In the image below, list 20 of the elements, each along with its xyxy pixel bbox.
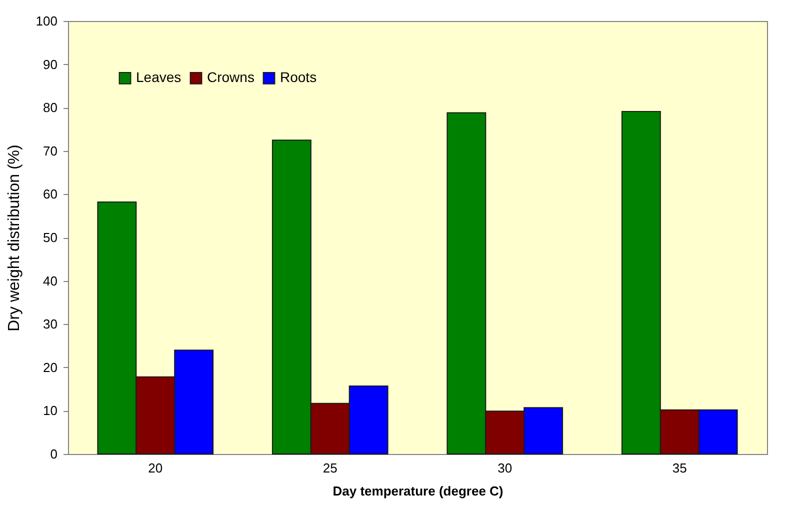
y-tick-label: 60 [43, 186, 58, 202]
y-tick-label: 100 [36, 14, 58, 28]
x-tick-label: 20 [148, 460, 163, 476]
y-tick-label: 40 [43, 273, 58, 288]
y-tick-label: 10 [43, 403, 58, 418]
legend-label: Roots [280, 69, 317, 86]
x-tick-label: 25 [322, 460, 338, 476]
x-tick-label: 35 [672, 460, 687, 476]
y-tick-label: 70 [43, 143, 58, 158]
y-tick-label: 50 [43, 230, 58, 245]
y-tick-label: 30 [43, 316, 58, 332]
y-tick-label: 20 [43, 360, 58, 375]
x-tick-label: 30 [498, 460, 512, 476]
y-tick-label: 0 [50, 446, 58, 462]
y-tick-label: 80 [43, 100, 58, 116]
x-axis-title: Day temperature (degree C) [332, 484, 504, 498]
y-axis-title: Dry weight distribution (%) [6, 144, 23, 332]
legend-label: Crowns [207, 69, 254, 86]
legend-label: Leaves [136, 69, 182, 86]
y-tick-label: 90 [43, 56, 58, 72]
